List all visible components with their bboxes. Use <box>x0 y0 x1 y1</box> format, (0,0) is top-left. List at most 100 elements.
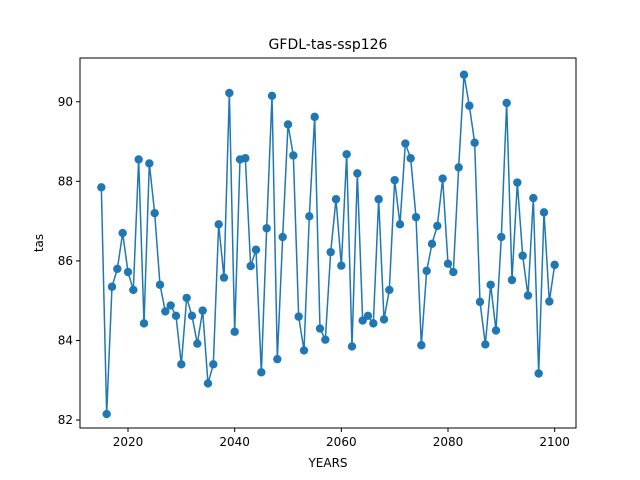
data-point <box>310 112 319 122</box>
data-point <box>177 360 186 369</box>
data-point <box>150 208 159 218</box>
data-point <box>321 335 330 344</box>
data-point <box>273 354 282 364</box>
data-point <box>171 311 181 321</box>
data-point <box>497 232 506 242</box>
data-point <box>390 175 399 185</box>
data-point <box>129 285 138 295</box>
data-point <box>251 245 261 254</box>
data-point <box>507 275 517 285</box>
x-tick-label: 2100 <box>539 435 570 449</box>
y-tick-label: 84 <box>58 333 73 347</box>
data-point <box>123 267 133 277</box>
data-point <box>107 282 117 291</box>
data-point <box>529 193 538 203</box>
data-point <box>385 285 394 295</box>
data-point <box>523 291 533 300</box>
x-axis-label: YEARS <box>307 456 347 470</box>
data-point <box>214 220 223 229</box>
series-points <box>97 70 559 419</box>
data-point <box>289 151 298 160</box>
y-tick-label: 82 <box>58 413 73 427</box>
data-point <box>219 273 229 282</box>
x-axis-ticks: 2020 2040 2060 2080 2100 <box>113 428 570 449</box>
data-point <box>305 212 314 221</box>
data-point <box>475 297 485 307</box>
data-point <box>278 232 287 242</box>
data-point <box>433 221 442 231</box>
data-point <box>161 307 170 316</box>
data-point <box>545 297 554 306</box>
chart-title: GFDL-tas-ssp126 <box>269 37 388 53</box>
data-point <box>401 139 410 148</box>
y-axis-ticks: 82 84 86 88 90 <box>58 95 80 427</box>
data-point <box>134 155 143 164</box>
data-point <box>139 319 149 328</box>
data-point <box>406 154 415 163</box>
data-point <box>363 311 373 321</box>
data-point <box>187 311 197 321</box>
data-point <box>230 327 239 336</box>
data-point <box>182 293 191 303</box>
data-point <box>534 369 543 378</box>
x-tick-label: 2040 <box>219 435 250 449</box>
data-point <box>422 266 431 276</box>
data-point <box>294 312 303 321</box>
data-point <box>283 120 293 129</box>
data-point <box>438 174 447 183</box>
data-point <box>449 267 458 277</box>
x-tick-label: 2060 <box>326 435 357 449</box>
y-axis-label: tas <box>32 234 46 252</box>
data-point <box>411 212 421 222</box>
x-tick-label: 2080 <box>433 435 464 449</box>
data-point <box>166 301 175 310</box>
data-point <box>353 169 362 178</box>
y-tick-label: 86 <box>58 254 73 268</box>
data-point <box>539 208 549 217</box>
data-point <box>203 379 213 388</box>
data-point <box>443 259 453 268</box>
data-point <box>427 239 437 248</box>
data-point <box>486 280 495 289</box>
y-tick-label: 90 <box>58 95 73 109</box>
data-point <box>342 150 351 159</box>
y-tick-label: 88 <box>58 174 73 188</box>
data-point <box>513 178 522 187</box>
data-point <box>209 360 218 369</box>
data-point <box>374 195 383 204</box>
data-point <box>326 247 335 257</box>
data-point <box>113 264 122 274</box>
data-point <box>470 138 479 147</box>
data-point <box>465 101 474 110</box>
data-point <box>315 324 325 333</box>
data-point <box>262 224 271 233</box>
x-tick-label: 2020 <box>113 435 144 449</box>
data-point <box>417 341 426 350</box>
data-point <box>198 306 207 315</box>
data-point <box>97 183 106 192</box>
data-point <box>491 326 501 335</box>
data-point <box>379 315 389 324</box>
data-point <box>145 159 154 168</box>
data-point <box>347 342 357 351</box>
plot-area <box>80 58 576 428</box>
data-point <box>337 261 346 270</box>
data-point <box>257 368 266 377</box>
data-point <box>518 251 527 260</box>
data-point <box>459 70 469 79</box>
data-point <box>299 346 309 355</box>
plot-frame <box>79 57 577 429</box>
data-point <box>502 98 511 108</box>
data-point <box>481 340 490 349</box>
data-point <box>102 409 111 419</box>
data-point <box>155 280 165 289</box>
data-point <box>369 319 378 328</box>
data-point <box>331 195 341 204</box>
data-point <box>225 88 234 98</box>
data-point <box>193 339 202 348</box>
series-line <box>100 74 556 415</box>
data-point <box>241 154 250 163</box>
data-point <box>454 163 463 172</box>
data-point <box>267 91 277 101</box>
